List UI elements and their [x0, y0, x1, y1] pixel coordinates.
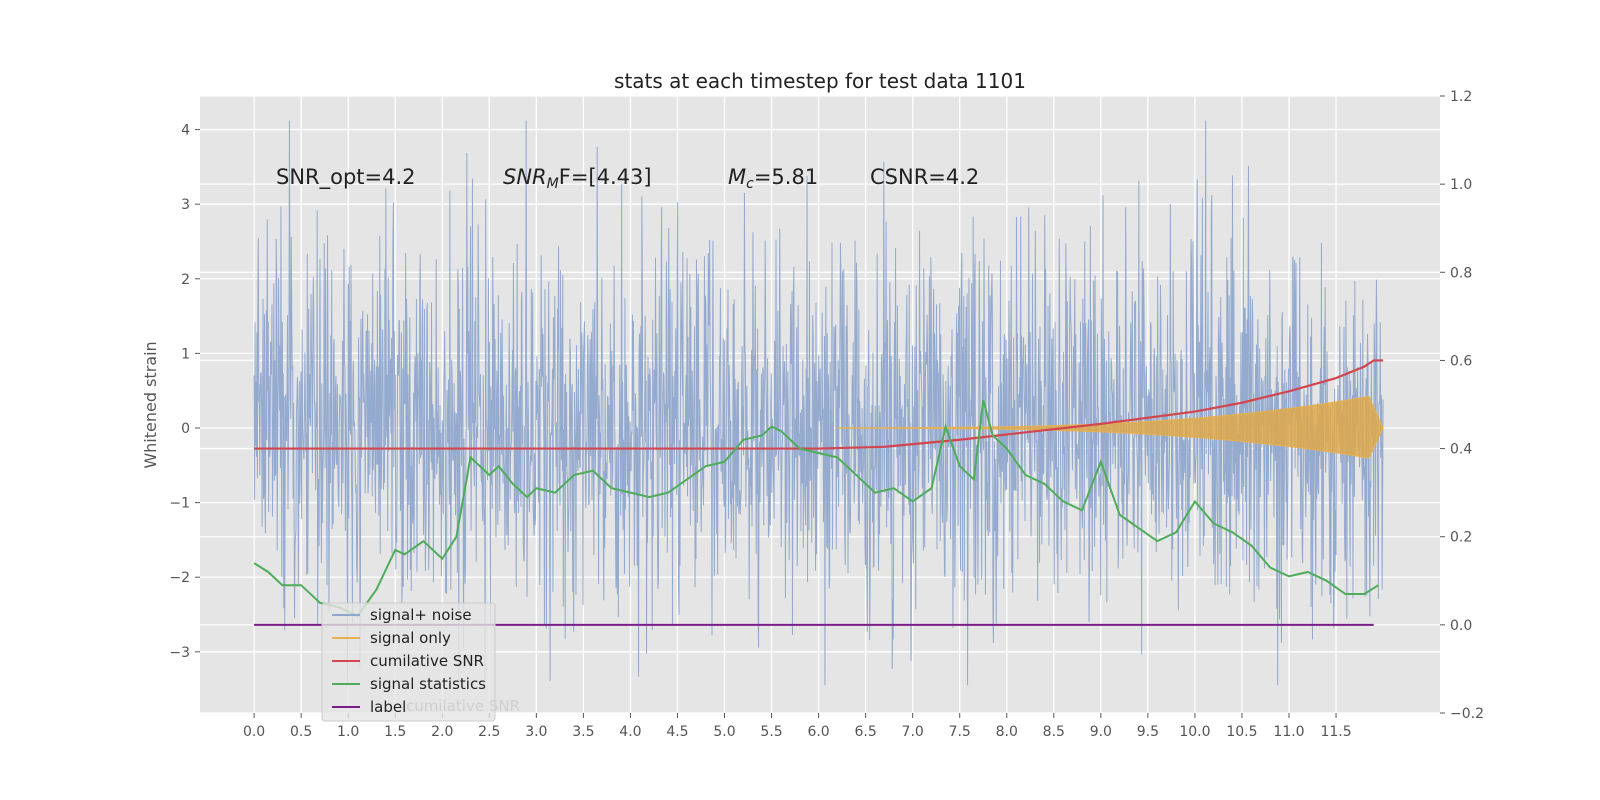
x-tick-label: 2.0 [431, 724, 453, 740]
annotation-snr-mf-main: SNR [503, 165, 547, 189]
x-tick-label: 7.0 [902, 724, 924, 740]
y-left-tick-label: 3 [181, 197, 190, 213]
legend-label: signal+ noise [370, 606, 472, 624]
annotation-snr-opt: SNR_opt=4.2 [276, 165, 416, 190]
x-tick-label: 0.0 [243, 724, 265, 740]
y-left-tick-label: 2 [181, 272, 190, 288]
x-tick-label: 2.5 [478, 724, 500, 740]
legend-label: signal only [370, 629, 451, 647]
x-tick-label: 6.5 [854, 724, 876, 740]
annotation-csnr: CSNR=4.2 [870, 165, 979, 189]
y-right-tick-label: 0.8 [1450, 265, 1472, 281]
legend-items: signal+ noise signal only cumilative SNR si… [332, 606, 486, 716]
y-right-tick-label: 0.2 [1450, 530, 1472, 546]
annotation-mc: Mc=5.81 [728, 165, 818, 192]
y-axis-right: 1.2 1.0 0.8 0.6 0.4 0.2 0.0 −0.2 [1440, 89, 1484, 722]
x-tick-label: 8.5 [1043, 724, 1065, 740]
annotation-mc-sub: c [746, 176, 754, 192]
chart-title: stats at each timestep for test data 110… [614, 69, 1026, 93]
x-axis: 0.0 0.5 1.0 1.5 2.0 2.5 3.0 3.5 4.0 4.5 5.0 5.5 6.0 6… [243, 713, 1352, 740]
y-right-tick-label: 1.0 [1450, 177, 1472, 193]
x-tick-label: 1.0 [337, 724, 359, 740]
cumulative-snr-line [254, 359, 1384, 450]
x-tick-label: 3.5 [572, 724, 594, 740]
x-tick-label: 5.5 [760, 724, 782, 740]
legend-hidden-text: cumilative SNR [406, 697, 520, 715]
annotation-snr-mf-rest: F=[4.43] [559, 165, 652, 189]
annotation-snr-mf: SNRMF=[4.43] [503, 165, 652, 192]
signal-only-series [836, 395, 1384, 459]
y-left-tick-label: −1 [169, 496, 190, 512]
y-left-tick-label: 4 [181, 123, 190, 139]
x-tick-label: 3.0 [525, 724, 547, 740]
legend-label: signal statistics [370, 675, 486, 693]
y-right-tick-label: 0.6 [1450, 353, 1472, 369]
annotation-mc-rest: =5.81 [754, 165, 818, 189]
y-left-tick-label: −2 [169, 570, 190, 586]
x-tick-label: 7.5 [949, 724, 971, 740]
y-right-tick-label: 0.0 [1450, 618, 1472, 634]
legend-label: cumilative SNR [370, 652, 484, 670]
x-tick-label: 8.0 [996, 724, 1018, 740]
y-right-tick-label: −0.2 [1450, 706, 1484, 722]
x-tick-label: 4.5 [666, 724, 688, 740]
y-left-tick-label: −3 [169, 645, 190, 661]
x-tick-label: 9.0 [1090, 724, 1112, 740]
y-axis-label: Whitened strain [141, 341, 160, 468]
y-right-tick-label: 1.2 [1450, 89, 1472, 105]
signal-statistics-line [253, 399, 1379, 618]
legend: cumilative SNR signal+ noise signal only c… [321, 602, 520, 722]
legend-box [321, 602, 496, 722]
x-tick-label: 5.0 [713, 724, 735, 740]
signal-noise-trace [253, 120, 1384, 686]
y-left-tick-label: 1 [181, 346, 190, 362]
x-tick-label: 0.5 [290, 724, 312, 740]
legend-label: label [370, 698, 406, 716]
x-tick-label: 6.0 [807, 724, 829, 740]
x-tick-label: 10.0 [1179, 724, 1210, 740]
annotation-mc-main: M [728, 165, 746, 189]
y-axis-left: 4 3 2 1 0 −1 −2 −3 [169, 123, 200, 661]
x-tick-label: 11.0 [1273, 724, 1304, 740]
y-left-tick-label: 0 [181, 421, 190, 437]
y-right-tick-label: 0.4 [1450, 442, 1472, 458]
x-tick-label: 4.0 [619, 724, 641, 740]
x-tick-label: 9.5 [1137, 724, 1159, 740]
x-tick-label: 1.5 [384, 724, 406, 740]
x-tick-label: 11.5 [1320, 724, 1351, 740]
annotation-snr-mf-sub: M [547, 176, 559, 192]
signal-noise-series [253, 120, 1384, 686]
x-tick-label: 10.5 [1226, 724, 1257, 740]
